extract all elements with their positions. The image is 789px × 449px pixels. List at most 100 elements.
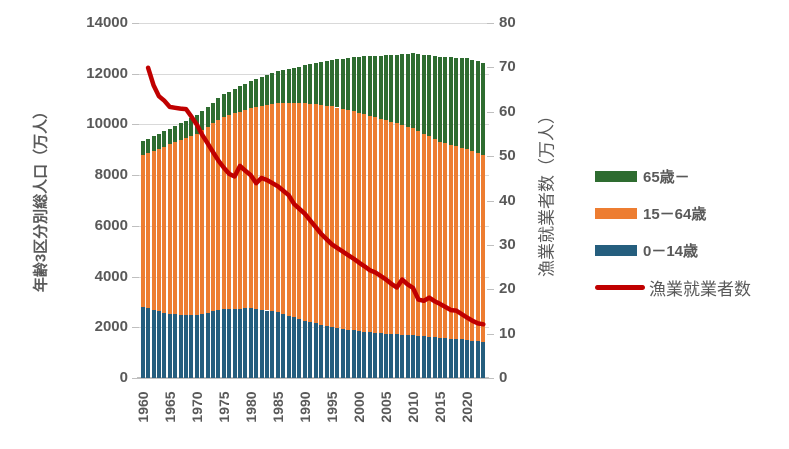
bar-segment-1979 [243,110,248,309]
bar-segment-2020 [465,149,470,340]
x-axis-tick-label: 2010 [405,391,422,423]
fishery-workers-line [145,65,486,327]
left-axis-tick-label: 6000 [94,216,128,234]
bar-segment-1977 [232,308,237,378]
bar-segment-1982 [259,309,264,378]
bar-segment-2023 [481,62,486,155]
gridline [137,327,489,329]
right-tick-mark [487,23,494,24]
left-axis-tick-label: 0 [119,369,128,386]
bar-segment-1967 [178,140,183,315]
bar-segment-2006 [389,333,394,378]
bar-segment-2012 [421,133,426,337]
bar-segment-1967 [178,123,183,141]
bar-segment-1970 [194,133,199,316]
gridline [137,73,489,75]
bar-segment-1985 [275,71,280,103]
bar-segment-1999 [351,330,356,378]
x-axis-tick-label: 1990 [296,391,313,423]
bar-segment-1972 [205,106,210,127]
bar-segment-1974 [216,98,221,121]
bar-segment-1994 [324,61,329,106]
bar-segment-2007 [394,123,399,335]
bar-segment-2013 [427,336,432,378]
bar-segment-1996 [335,107,340,329]
gridline [137,276,489,278]
bar-segment-1997 [340,58,345,109]
bar-segment-2004 [378,333,383,378]
bar-segment-1969 [189,314,194,378]
bar-segment-1976 [227,115,232,309]
right-axis-tick-label: 70 [499,58,516,76]
bar-segment-2012 [421,336,426,378]
bar-segment-1975 [221,94,226,117]
bar-segment-1965 [167,314,172,378]
left-axis-tick-label: 10000 [86,115,128,133]
right-axis-tick-label: 0 [499,369,508,386]
bar-segment-1998 [346,57,351,110]
bar-segment-2011 [416,130,421,336]
bar-segment-2016 [443,338,448,378]
bar-segment-1979 [243,83,248,110]
left-tick-mark [132,175,139,177]
bar-segment-1968 [183,314,188,378]
bar-segment-1995 [329,327,334,378]
bar-segment-1964 [162,146,167,313]
right-axis-tick-label: 50 [499,147,516,165]
bar-segment-2004 [378,55,383,119]
bar-segment-2018 [454,57,459,147]
bar-segment-1988 [292,103,297,318]
bar-segment-1960 [140,306,145,378]
x-axis-tick-label: 2005 [377,391,394,423]
bar-segment-2000 [356,112,361,332]
bar-segment-1993 [319,62,324,105]
legend-item-fishery-line: 漁業就業者数 [595,269,751,306]
legend-item-65plus: 65歳－ [595,158,751,195]
bar-segment-2015 [438,337,443,378]
legend-label-0-14: 0－14歳 [643,243,699,260]
bar-segment-1963 [156,311,161,378]
left-axis-tick-label: 4000 [94,267,128,285]
bar-segment-1976 [227,308,232,378]
bar-segment-2017 [448,144,453,339]
bar-segment-2017 [448,338,453,378]
bar-segment-2021 [470,59,475,152]
right-tick-mark [487,289,494,291]
bar-segment-1984 [270,73,275,104]
legend-item-15-64: 15－64歳 [595,195,751,232]
bar-segment-1963 [156,148,161,312]
x-axis-tick-label: 1985 [269,391,286,423]
bar-segment-2006 [389,121,394,334]
bar-segment-1997 [340,108,345,329]
bar-segment-2023 [481,342,486,378]
right-tick-mark [487,67,494,69]
legend: 65歳－ 15－64歳 0－14歳 漁業就業者数 [595,158,751,306]
bar-segment-1963 [156,133,161,149]
bar-segment-2011 [416,54,421,131]
bar-segment-2014 [432,139,437,338]
bar-segment-2015 [438,141,443,338]
bar-segment-2009 [405,335,410,378]
left-tick-mark [132,378,139,379]
bar-segment-1974 [216,120,221,311]
bar-segment-1977 [232,89,237,114]
bar-segment-2016 [443,143,448,339]
bar-segment-1987 [286,102,291,316]
bar-segment-2009 [405,53,410,127]
bar-segment-1984 [270,311,275,378]
bar-segment-1983 [265,310,270,378]
bar-segment-1968 [183,137,188,315]
right-tick-mark [487,200,494,202]
x-axis-tick-label: 1970 [188,391,205,423]
bar-segment-2000 [356,56,361,113]
bar-segment-2022 [475,341,480,378]
bar-segment-1972 [205,126,210,313]
bar-segment-2007 [394,334,399,378]
bar-segment-1988 [292,67,297,104]
right-axis-title: 漁業就業者数（万人） [537,107,557,277]
bar-segment-2016 [443,57,448,144]
bar-segment-1981 [254,309,259,378]
bar-segment-2013 [427,55,432,137]
right-tick-mark [487,244,494,246]
bar-segment-1980 [248,308,253,378]
